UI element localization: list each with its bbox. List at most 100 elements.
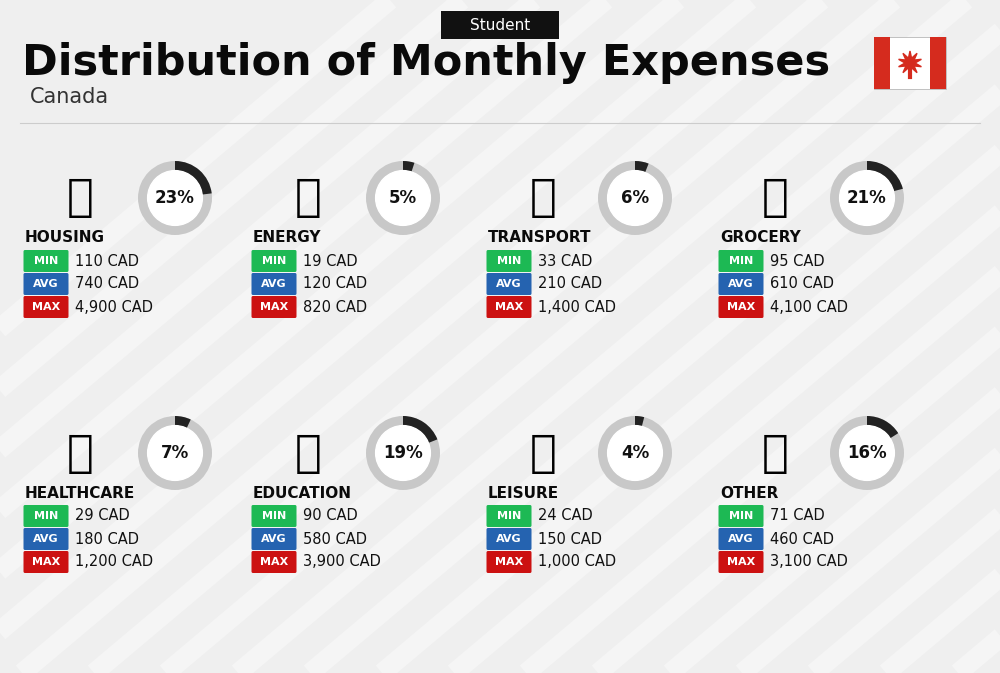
Text: 95 CAD: 95 CAD: [770, 254, 825, 269]
Text: Canada: Canada: [30, 87, 109, 107]
Circle shape: [840, 171, 894, 225]
Circle shape: [148, 171, 202, 225]
Text: MAX: MAX: [495, 302, 523, 312]
Text: HOUSING: HOUSING: [25, 230, 105, 246]
FancyBboxPatch shape: [718, 250, 764, 272]
Text: 29 CAD: 29 CAD: [75, 509, 130, 524]
Text: 🛒: 🛒: [762, 176, 788, 219]
Text: 740 CAD: 740 CAD: [75, 277, 139, 291]
FancyBboxPatch shape: [486, 505, 532, 527]
Text: 🚌: 🚌: [530, 176, 556, 219]
Text: Distribution of Monthly Expenses: Distribution of Monthly Expenses: [22, 42, 830, 84]
Wedge shape: [403, 416, 437, 443]
Text: 🏥: 🏥: [67, 431, 93, 474]
FancyBboxPatch shape: [486, 273, 532, 295]
Text: MIN: MIN: [729, 511, 753, 521]
Text: AVG: AVG: [728, 279, 754, 289]
Text: MIN: MIN: [34, 256, 58, 266]
FancyBboxPatch shape: [930, 37, 946, 89]
Circle shape: [608, 171, 662, 225]
FancyBboxPatch shape: [718, 296, 764, 318]
Text: Student: Student: [470, 17, 530, 32]
Wedge shape: [138, 161, 212, 235]
FancyBboxPatch shape: [441, 11, 559, 39]
Text: MAX: MAX: [727, 302, 755, 312]
Text: 180 CAD: 180 CAD: [75, 532, 139, 546]
FancyBboxPatch shape: [24, 505, 68, 527]
Text: GROCERY: GROCERY: [720, 230, 801, 246]
FancyBboxPatch shape: [486, 296, 532, 318]
Text: MIN: MIN: [34, 511, 58, 521]
Text: AVG: AVG: [33, 279, 59, 289]
FancyBboxPatch shape: [252, 551, 296, 573]
Wedge shape: [635, 416, 644, 427]
Text: 19 CAD: 19 CAD: [303, 254, 358, 269]
Text: 23%: 23%: [155, 189, 195, 207]
Text: TRANSPORT: TRANSPORT: [488, 230, 592, 246]
FancyBboxPatch shape: [252, 296, 296, 318]
Text: OTHER: OTHER: [720, 485, 778, 501]
Text: AVG: AVG: [496, 534, 522, 544]
Text: 24 CAD: 24 CAD: [538, 509, 593, 524]
Text: 7%: 7%: [161, 444, 189, 462]
Wedge shape: [138, 416, 212, 490]
FancyBboxPatch shape: [718, 528, 764, 550]
Text: 33 CAD: 33 CAD: [538, 254, 592, 269]
Text: MIN: MIN: [262, 256, 286, 266]
Text: MAX: MAX: [260, 302, 288, 312]
Text: MIN: MIN: [262, 511, 286, 521]
Text: AVG: AVG: [261, 534, 287, 544]
Text: 90 CAD: 90 CAD: [303, 509, 358, 524]
FancyBboxPatch shape: [24, 551, 68, 573]
Text: EDUCATION: EDUCATION: [253, 485, 352, 501]
Text: 4%: 4%: [621, 444, 649, 462]
FancyBboxPatch shape: [718, 505, 764, 527]
Wedge shape: [635, 161, 649, 172]
Text: 120 CAD: 120 CAD: [303, 277, 367, 291]
Circle shape: [840, 425, 894, 481]
FancyBboxPatch shape: [24, 250, 68, 272]
Text: 👛: 👛: [762, 431, 788, 474]
Text: 460 CAD: 460 CAD: [770, 532, 834, 546]
Text: 1,200 CAD: 1,200 CAD: [75, 555, 153, 569]
Text: 580 CAD: 580 CAD: [303, 532, 367, 546]
Text: 1,000 CAD: 1,000 CAD: [538, 555, 616, 569]
Text: AVG: AVG: [33, 534, 59, 544]
Wedge shape: [867, 161, 903, 191]
Text: 🛍️: 🛍️: [530, 431, 556, 474]
Wedge shape: [175, 416, 191, 428]
Text: 19%: 19%: [383, 444, 423, 462]
Circle shape: [376, 425, 430, 481]
Wedge shape: [830, 161, 904, 235]
Text: MAX: MAX: [727, 557, 755, 567]
Text: ENERGY: ENERGY: [253, 230, 322, 246]
FancyBboxPatch shape: [252, 250, 296, 272]
FancyBboxPatch shape: [252, 273, 296, 295]
Text: 610 CAD: 610 CAD: [770, 277, 834, 291]
Text: MIN: MIN: [497, 256, 521, 266]
FancyBboxPatch shape: [874, 37, 890, 89]
Text: AVG: AVG: [261, 279, 287, 289]
FancyBboxPatch shape: [486, 250, 532, 272]
Text: 4,100 CAD: 4,100 CAD: [770, 299, 848, 314]
Text: MAX: MAX: [32, 302, 60, 312]
Text: 🏢: 🏢: [67, 176, 93, 219]
Text: MAX: MAX: [495, 557, 523, 567]
Text: 16%: 16%: [847, 444, 887, 462]
Wedge shape: [830, 416, 904, 490]
FancyBboxPatch shape: [718, 551, 764, 573]
Text: MIN: MIN: [497, 511, 521, 521]
Text: MAX: MAX: [260, 557, 288, 567]
FancyBboxPatch shape: [252, 505, 296, 527]
FancyBboxPatch shape: [24, 528, 68, 550]
Text: 6%: 6%: [621, 189, 649, 207]
Circle shape: [608, 425, 662, 481]
Polygon shape: [899, 51, 921, 75]
Text: 71 CAD: 71 CAD: [770, 509, 825, 524]
Wedge shape: [366, 161, 440, 235]
Text: 820 CAD: 820 CAD: [303, 299, 367, 314]
Text: 210 CAD: 210 CAD: [538, 277, 602, 291]
Text: MIN: MIN: [729, 256, 753, 266]
Text: 4,900 CAD: 4,900 CAD: [75, 299, 153, 314]
Wedge shape: [598, 161, 672, 235]
